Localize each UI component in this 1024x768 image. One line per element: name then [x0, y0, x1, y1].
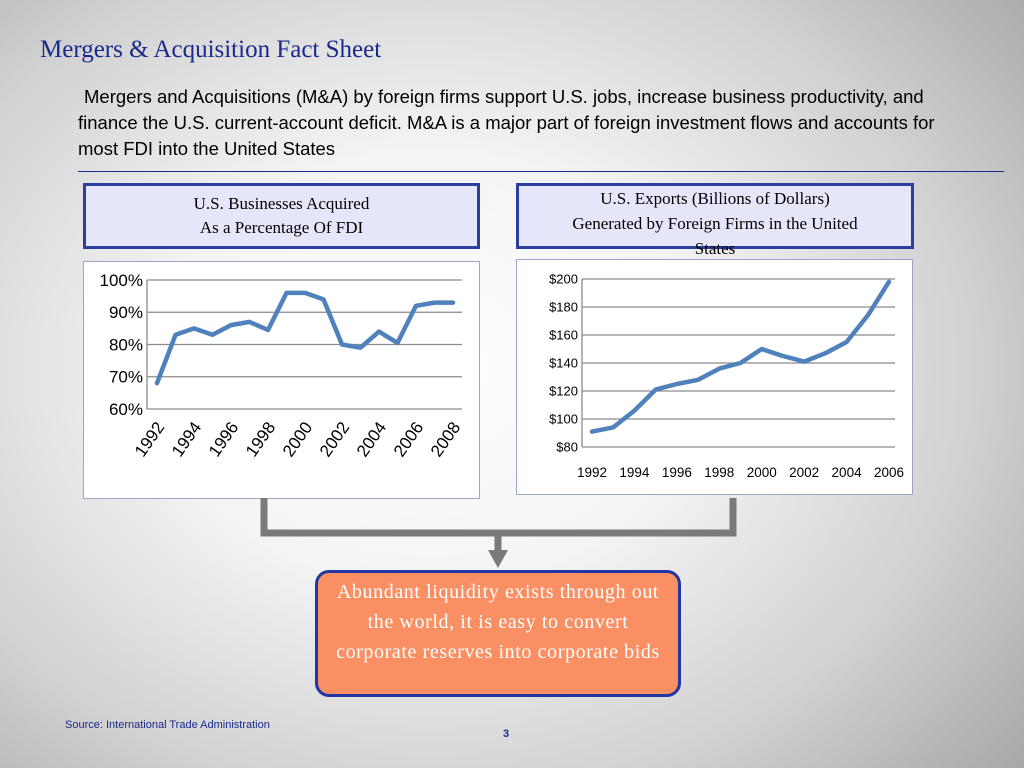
exports-chart-x-tick-label: 1994 — [619, 465, 650, 480]
exports-chart-x-tick-label: 2000 — [747, 465, 777, 480]
exports-chart-y-tick-label: $180 — [549, 300, 578, 315]
fdi-percentage-chart-svg: 60%70%80%90%100%1992 1994 1996 1998 2000 2002… — [100, 271, 465, 460]
exports-chart-x-tick-label: 2006 — [874, 465, 904, 480]
fdi-chart-y-tick-label: 60% — [109, 400, 143, 419]
left-header-line-1: U.S. Businesses Acquired — [193, 194, 370, 213]
down-arrow-icon — [488, 550, 508, 568]
fdi-chart-series-line — [154, 290, 456, 386]
exports-chart-y-tick-label: $140 — [549, 356, 578, 371]
title-divider — [78, 171, 1004, 172]
exports-chart-x-tick-label: 2002 — [789, 465, 819, 480]
exports-chart-y-tick-label: $100 — [549, 412, 578, 427]
intro-paragraph: Mergers and Acquisitions (M&A) by foreig… — [78, 86, 935, 159]
right-header-line-3: States — [694, 239, 736, 258]
source-note: Source: International Trade Administrati… — [65, 719, 270, 731]
exports-chart: $80 $100 $120 $140 $160 $180 $200 1992 1994 1996 1… — [516, 259, 913, 495]
fdi-percentage-chart: 60% 70% 80% 90% 100% 1992 1994 1996 1998 2000 2002… — [83, 261, 480, 499]
conclusion-box: Abundant liquidity exists through out th… — [315, 570, 681, 697]
exports-chart-y-tick-label: $200 — [549, 272, 578, 287]
fdi-chart-y-tick-label: 100% — [100, 271, 143, 290]
exports-chart-x-tick-label: 2004 — [832, 465, 863, 480]
exports-chart-svg: $80 $100 $120 $140 $160 $180 $200 1992 1994 1996 1… — [549, 272, 904, 480]
exports-chart-series-line — [589, 279, 892, 434]
exports-chart-x-tick-label: 1996 — [662, 465, 692, 480]
fdi-chart-y-tick-label: 80% — [109, 335, 143, 354]
slide-title: Mergers & Acquisition Fact Sheet — [40, 36, 382, 63]
conclusion-text: Abundant liquidity exists through out th… — [336, 581, 660, 663]
left-header-line-2: As a Percentage Of FDI — [199, 218, 364, 237]
fdi-chart-y-tick-label: 90% — [109, 303, 143, 322]
right-header-line-2: Generated by Foreign Firms in the United — [572, 214, 858, 233]
right-header-line-1: U.S. Exports (Billions of Dollars) — [600, 189, 830, 208]
right-chart-header: U.S. Exports (Billions of Dollars) Gener… — [516, 183, 914, 258]
exports-chart-y-tick-label: $80 — [556, 440, 578, 455]
exports-chart-x-tick-label: 1992 — [577, 465, 607, 480]
fdi-chart-y-tick-label: 70% — [109, 368, 143, 387]
exports-chart-y-tick-label: $120 — [549, 384, 578, 399]
left-chart-header: U.S. Businesses Acquired As a Percentage… — [83, 183, 480, 249]
exports-chart-y-tick-label: $160 — [549, 328, 578, 343]
exports-chart-x-tick-label: 1998 — [704, 465, 734, 480]
page-number: 3 — [503, 728, 510, 740]
connector-bracket — [260, 498, 737, 537]
